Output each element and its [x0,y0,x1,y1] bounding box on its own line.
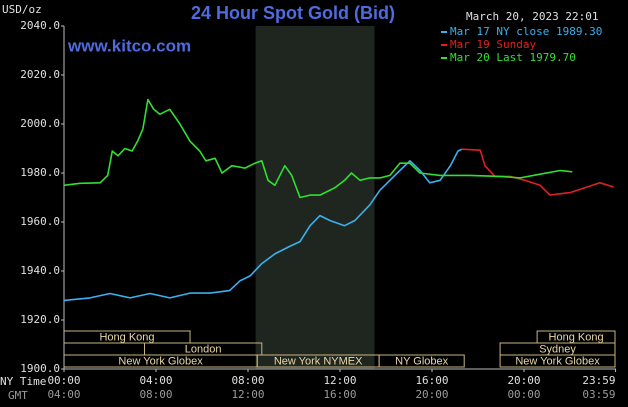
y-tick-label: 2000.0 [20,117,60,130]
series-line [63,148,463,302]
gmt-tick-label: 08:00 [139,388,172,401]
x-axis-label: GMT [8,389,28,402]
x-tick-label: 12:00 [323,374,356,387]
y-tick-label: 2020.0 [20,68,60,81]
session-label: Hong Kong [99,331,154,343]
legend-label: Mar 19 Sunday [450,38,536,51]
x-tick-label: 04:00 [139,374,172,387]
session-label: Sydney [539,343,576,355]
y-tick-label: 2040.0 [20,19,60,32]
session-label: NY Globex [395,355,448,367]
session-label: Hong Kong [549,331,604,343]
session-box [499,354,616,368]
legend-label: Mar 17 NY close 1989.30 [450,25,602,38]
series-line [63,98,573,199]
watermark: www.kitco.com [67,36,191,55]
x-axis-label: NY Time [0,375,46,388]
gmt-tick-label: 16:00 [323,388,356,401]
session-label: New York Globex [118,355,203,367]
gmt-tick-label: 04:00 [47,388,80,401]
legend-label: Mar 20 Last 1979.70 [450,51,576,64]
session-box [378,354,465,368]
x-tick-label: 20:00 [507,374,540,387]
x-tick-label: 08:00 [231,374,264,387]
y-tick-label: 1980.0 [20,166,60,179]
y-tick-label: 1920.0 [20,313,60,326]
gmt-tick-label: 03:59 [582,388,615,401]
series-line [461,148,614,196]
shaded-region [255,26,375,369]
y-axis-label: USD/oz [2,3,42,16]
x-tick-label: 16:00 [415,374,448,387]
y-tick-label: 1960.0 [20,215,60,228]
session-label: New York Globex [515,355,600,367]
gmt-tick-label: 20:00 [415,388,448,401]
y-tick-label: 1900.0 [20,362,60,375]
chart-title: 24 Hour Spot Gold (Bid) [191,3,395,23]
session-label: New York NYMEX [274,355,363,367]
x-tick-label: 23:59 [582,374,615,387]
x-tick-label: 00:00 [47,374,80,387]
gmt-tick-label: 12:00 [231,388,264,401]
session-label: London [185,343,222,355]
y-tick-label: 1940.0 [20,264,60,277]
chart-date: March 20, 2023 22:01 [466,10,598,23]
gmt-tick-label: 00:00 [507,388,540,401]
